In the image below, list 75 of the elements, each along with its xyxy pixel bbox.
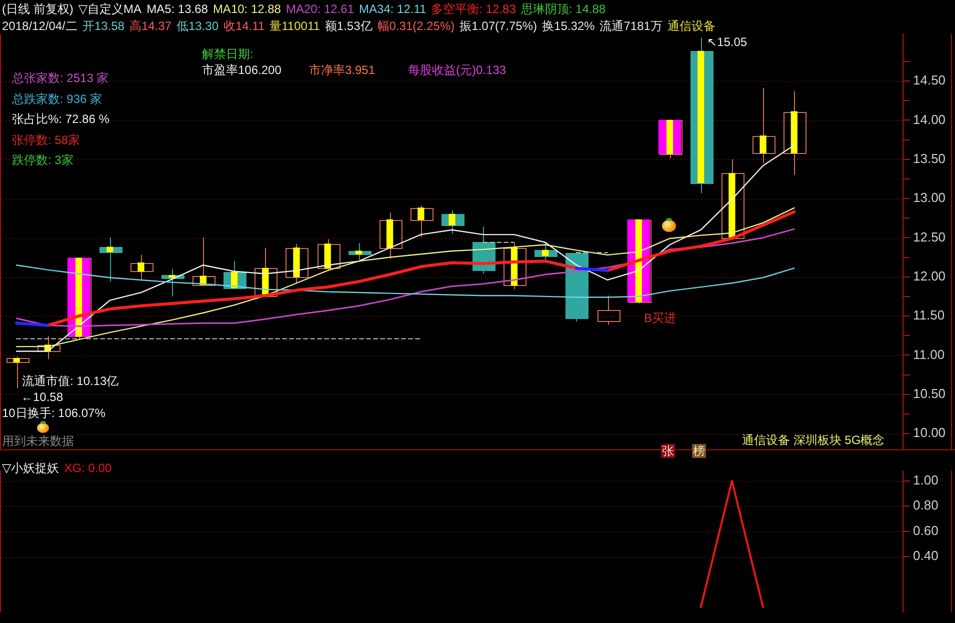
annotation: ←10.58 <box>21 390 64 404</box>
text: MA34: 12.11 <box>359 2 426 16</box>
chart-title: ▽小妖捉妖 <box>2 461 60 475</box>
text: 高14.37 <box>129 19 172 33</box>
annotation: B买进 <box>644 311 676 325</box>
annotation: 总跌家数: 936 家 <box>12 92 102 106</box>
text: 流通7181万 <box>600 19 662 33</box>
annotation: 榜 <box>692 444 706 458</box>
text: MA20: 12.61 <box>286 2 354 16</box>
y-tick-label: 11.50 <box>913 308 945 323</box>
y-tick-label: 10.50 <box>913 386 946 401</box>
candlestick <box>598 295 620 326</box>
text: 低13.30 <box>176 19 218 33</box>
text: 思琳阴顶: 14.88 <box>520 2 606 16</box>
annotation: 解禁日期: <box>202 47 254 61</box>
text: MA10: 12.88 <box>212 2 281 16</box>
bar <box>168 274 176 278</box>
annotation: 总张家数: 2513 家 <box>12 71 109 85</box>
text: 换15.32% <box>542 19 595 33</box>
candlestick <box>130 254 154 280</box>
annotation: ↖15.05 <box>707 35 748 49</box>
text: 2018/12/04/二 <box>2 19 78 33</box>
bar <box>790 111 798 154</box>
text: 开13.58 <box>82 19 124 33</box>
annotation: 通信设备 深圳板块 5G概念 <box>742 433 885 447</box>
text: 量110011 <box>270 19 320 33</box>
text: 幅0.31(2.25%) <box>377 19 455 33</box>
bar <box>324 244 331 269</box>
chart-title: (日线 前复权) <box>2 2 74 16</box>
annotation: 张停数: 58家 <box>12 133 80 147</box>
bar <box>635 219 642 302</box>
y-tick-label: 0.80 <box>913 498 938 513</box>
annotation: 市盈率106.200 <box>202 63 282 77</box>
text: 通信设备 <box>667 19 716 33</box>
bar <box>418 208 424 220</box>
bar <box>448 214 456 226</box>
annotation: 张 <box>661 444 675 458</box>
y-tick-label: 14.00 <box>913 112 946 127</box>
bar <box>760 136 766 154</box>
annotation: 跌停数: 3家 <box>12 153 74 167</box>
annotation: 市净率3.951 <box>309 63 376 77</box>
candlestick <box>410 205 434 238</box>
bar <box>13 358 20 363</box>
bar <box>728 173 736 239</box>
text: 收14.11 <box>224 19 265 33</box>
candlestick <box>784 90 806 176</box>
y-tick-label: 10.00 <box>913 425 946 440</box>
y-tick-label: 13.00 <box>913 190 946 206</box>
annotation: 每股收益(元)0.133 <box>408 63 506 77</box>
candlestick <box>286 243 308 284</box>
text: 额1.53亿 <box>324 19 372 33</box>
text: MA5: 13.68 <box>146 2 208 16</box>
text: 多空平衡: 12.83 <box>431 2 516 16</box>
annotation: 流通市值: 10.13亿 <box>22 374 119 388</box>
y-tick-label: 13.50 <box>913 150 946 166</box>
candlestick <box>380 212 402 260</box>
annotation: 10日换手: 106.07% <box>2 406 106 420</box>
text: XG: 0.00 <box>64 461 112 475</box>
y-tick-label: 12.00 <box>913 268 946 284</box>
y-tick-label: 12.50 <box>913 229 946 244</box>
bar <box>666 120 674 154</box>
annotation: 用到未来数据 <box>2 434 74 448</box>
bar <box>138 262 144 272</box>
text: 振1.07(7.75%) <box>460 19 538 33</box>
bar <box>386 219 394 248</box>
candlestick <box>752 88 776 164</box>
y-tick-label: 11.00 <box>913 346 945 362</box>
bar <box>698 50 704 184</box>
y-tick-label: 0.60 <box>913 522 938 538</box>
chart-subtitle: ▽自定义MA <box>78 2 142 16</box>
annotation: 张占比%: 72.86 % <box>12 112 110 126</box>
y-tick-label: 14.50 <box>913 72 946 88</box>
bar <box>106 246 114 252</box>
y-tick-label: 1.00 <box>913 472 938 488</box>
y-tick-label: 0.40 <box>913 548 938 564</box>
